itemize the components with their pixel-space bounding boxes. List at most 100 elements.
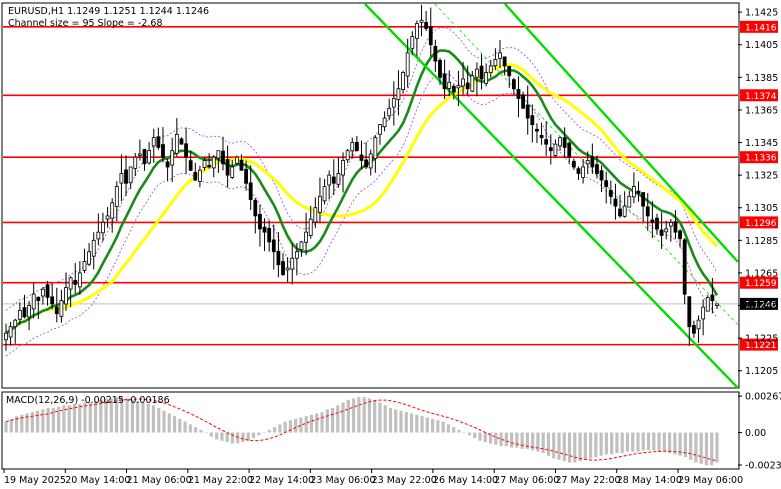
macd-bar (499, 432, 503, 447)
time-tick-label: 21 May 06:00 (127, 475, 192, 486)
macd-bar (9, 418, 13, 433)
macd-bar (399, 410, 403, 433)
candle-body (331, 176, 336, 184)
candle-body (705, 296, 710, 312)
macd-bar (262, 432, 266, 434)
time-tick-label: 22 May 14:00 (249, 475, 314, 486)
candle-body (50, 296, 55, 305)
macd-bar (67, 405, 71, 433)
candle-body (581, 166, 586, 178)
candle-body (368, 153, 373, 169)
macd-bar (41, 409, 45, 433)
price-axis: 1.1425 1.1405 1.1385 1.1365 1.1345 1.1325 1.13… (738, 8, 778, 377)
macd-pane-frame (1, 391, 740, 470)
candle-body (156, 136, 161, 148)
candle-body (585, 160, 590, 165)
candle-body (428, 26, 433, 46)
macd-signal-line (5, 398, 718, 462)
candle-body (692, 325, 696, 334)
macd-bar (20, 414, 24, 433)
price-tick-label: 1.1365 (745, 105, 778, 116)
macd-bar (610, 432, 614, 455)
candle-body (271, 239, 276, 253)
candle-body (216, 150, 221, 159)
candle-body (248, 182, 253, 200)
macd-bar (183, 421, 187, 433)
macd-bar (615, 432, 619, 453)
macd-bar (373, 399, 377, 433)
macd-bar (562, 432, 566, 462)
candle-body (631, 186, 636, 198)
candle-body (73, 279, 78, 285)
candle-body (525, 104, 530, 119)
candle-body (373, 137, 378, 159)
macd-bar (457, 429, 461, 433)
macd-bar (641, 432, 645, 451)
candle-body (659, 229, 664, 236)
candle-body (137, 153, 142, 156)
candle-body (590, 156, 595, 168)
candle-body (151, 137, 156, 147)
candles (4, 4, 719, 351)
channel-midline (434, 3, 739, 326)
candle-body (170, 150, 175, 166)
price-tick-label: 1.1225 (745, 334, 778, 345)
macd-bar (30, 412, 34, 433)
macd-bar (251, 432, 256, 438)
candle-body (548, 147, 553, 152)
candle-body (479, 65, 484, 80)
candle-body (59, 300, 64, 317)
candle-body (299, 241, 304, 250)
macd-bar (352, 398, 356, 433)
candle-body (64, 287, 68, 305)
candle-body (502, 56, 507, 67)
macd-bar (194, 427, 198, 433)
macd-bar (583, 432, 587, 460)
candle-body (87, 251, 92, 265)
time-axis: 19 May 2025 20 May 14:0021 May 06:0021 Ma… (3, 469, 743, 486)
candle-body (128, 166, 133, 184)
candle-body (304, 231, 308, 243)
candle-body (124, 169, 128, 184)
candle-body (82, 261, 87, 271)
macd-bar (520, 432, 524, 449)
macd-bar (46, 408, 50, 433)
macd-bar (488, 432, 493, 444)
macd-bar (188, 424, 192, 433)
candle-body (119, 173, 124, 184)
candle-body (488, 65, 493, 74)
level-label: 1.1416 (745, 23, 777, 33)
macd-bar (51, 408, 55, 433)
macd-bar (657, 432, 661, 452)
candle-body (45, 284, 50, 298)
candle-body (174, 133, 179, 154)
time-tick-label: 27 May 22:00 (555, 475, 620, 486)
macd-bar (157, 408, 161, 433)
candle-body (133, 156, 138, 169)
candle-body (105, 215, 110, 220)
macd-bar (546, 432, 551, 456)
time-tick-label: 20 May 14:00 (65, 475, 130, 486)
candle-body (110, 202, 115, 219)
macd-tick-label: -0.00238 (745, 461, 781, 472)
price-tick-label: 1.1265 (745, 268, 778, 279)
macd-bar (425, 417, 429, 433)
macd-bar (141, 402, 145, 433)
candle-body (701, 306, 706, 320)
candle-body (281, 261, 285, 275)
macd-bar (36, 410, 40, 433)
macd-bar (115, 397, 119, 433)
candle-body (682, 239, 687, 295)
candle-body (101, 221, 105, 234)
macd-bar (620, 432, 624, 453)
level-tag (740, 216, 778, 229)
candle-body (516, 89, 521, 99)
candle-body (276, 250, 281, 266)
candle-body (22, 307, 27, 318)
macd-bar (552, 432, 556, 459)
level-tag (740, 89, 778, 102)
time-tick-label: 26 May 14:00 (433, 475, 498, 486)
candle-body (521, 94, 525, 109)
candle-body (442, 73, 447, 90)
